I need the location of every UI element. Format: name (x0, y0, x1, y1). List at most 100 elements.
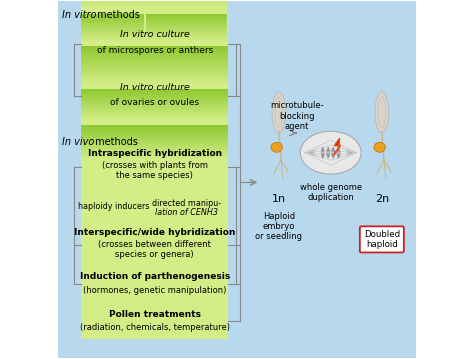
Ellipse shape (327, 147, 330, 158)
Bar (146, 28, 228, 207)
Bar (82, 134, 228, 313)
Bar (82, 97, 228, 276)
Bar (146, 34, 228, 214)
Bar (82, 0, 228, 166)
Bar (82, 0, 228, 171)
Bar (82, 64, 228, 243)
Text: of microspores or anthers: of microspores or anthers (97, 46, 213, 55)
Bar (82, 17, 144, 196)
Bar (82, 120, 228, 299)
Bar (82, 142, 228, 321)
Bar (146, 32, 228, 211)
Bar (146, 24, 228, 203)
Bar (82, 91, 228, 270)
Bar (82, 57, 228, 236)
Bar (82, 140, 228, 320)
Text: In vivo: In vivo (62, 136, 94, 146)
Bar (82, 93, 228, 272)
Bar (82, 112, 228, 291)
Bar (82, 14, 144, 194)
Bar (82, 31, 144, 210)
Bar (82, 81, 228, 261)
Text: microtubule-
blocking
agent: microtubule- blocking agent (270, 102, 324, 131)
Text: In vitro culture: In vitro culture (120, 83, 190, 92)
Ellipse shape (271, 142, 283, 152)
Bar (146, 23, 228, 202)
Bar (82, 8, 228, 187)
Bar (82, 119, 228, 298)
Bar (82, 141, 228, 321)
Bar (82, 0, 228, 158)
Bar (82, 52, 228, 232)
Bar (82, 0, 228, 148)
Bar (82, 0, 228, 168)
Bar (82, 101, 228, 280)
Bar (82, 36, 144, 215)
Bar (82, 39, 144, 219)
Text: In vitro culture: In vitro culture (120, 30, 190, 39)
Bar (82, 98, 228, 278)
Text: whole genome
duplication: whole genome duplication (300, 183, 362, 202)
Bar (82, 53, 228, 232)
Bar (82, 31, 144, 210)
Bar (82, 34, 144, 214)
Bar (146, 32, 228, 211)
Bar (82, 129, 228, 309)
Bar (82, 65, 228, 244)
Bar (82, 77, 228, 256)
Text: lation of CENH3: lation of CENH3 (155, 208, 218, 217)
Bar (82, 79, 228, 259)
Bar (82, 3, 228, 183)
Bar (82, 80, 228, 260)
Bar (82, 0, 228, 178)
Bar (82, 137, 228, 317)
Bar (82, 34, 144, 213)
Bar (146, 17, 228, 196)
Bar (82, 134, 228, 314)
Bar (82, 108, 228, 287)
Bar (82, 0, 228, 158)
Bar (82, 0, 228, 179)
Bar (82, 0, 228, 163)
Bar (82, 57, 228, 237)
Bar (82, 37, 144, 216)
Bar (82, 70, 228, 250)
Bar (82, 147, 228, 326)
Bar (82, 15, 144, 195)
Bar (82, 95, 228, 274)
Bar (82, 19, 144, 198)
Bar (82, 143, 228, 322)
Bar (146, 15, 228, 195)
Bar (82, 138, 228, 317)
Bar (82, 0, 228, 165)
Bar (82, 153, 228, 333)
Bar (82, 95, 228, 275)
Bar (82, 141, 228, 320)
Bar (82, 28, 144, 207)
Bar (82, 150, 228, 330)
Bar (82, 73, 228, 252)
Bar (146, 21, 228, 200)
Polygon shape (333, 138, 340, 155)
Bar (82, 0, 228, 160)
Bar (146, 34, 228, 213)
Bar (82, 70, 228, 249)
Bar (82, 78, 228, 257)
Bar (82, 126, 228, 306)
Bar (82, 50, 228, 229)
Bar (146, 36, 228, 215)
Bar (82, 24, 144, 204)
Bar (82, 148, 228, 327)
Bar (82, 139, 228, 318)
Text: Doubled
haploid: Doubled haploid (364, 230, 400, 249)
Bar (146, 36, 228, 215)
Bar (82, 40, 144, 219)
Bar (146, 21, 228, 200)
FancyBboxPatch shape (360, 226, 404, 252)
Bar (82, 52, 228, 231)
Bar (82, 48, 228, 228)
Bar (82, 20, 144, 200)
Bar (82, 74, 228, 253)
Bar (82, 65, 228, 244)
Ellipse shape (374, 142, 385, 152)
